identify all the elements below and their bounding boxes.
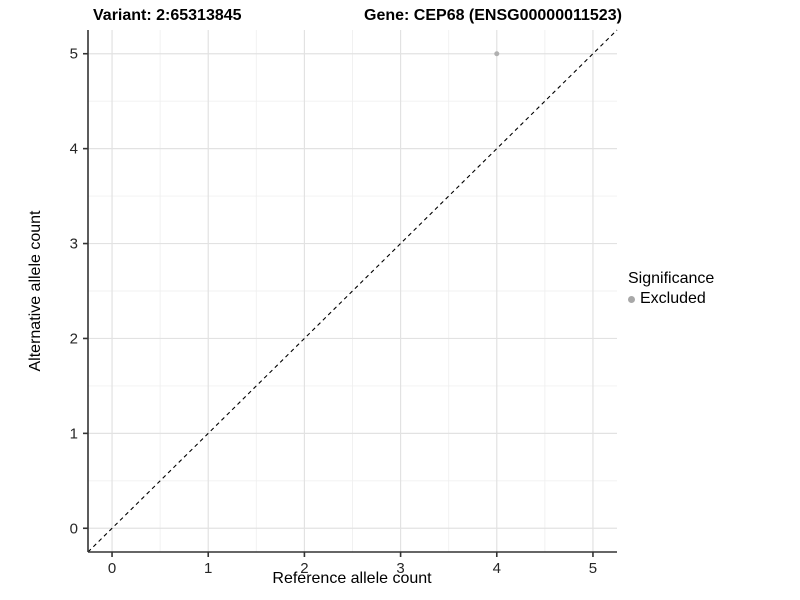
- legend: Significance Excluded: [628, 270, 714, 308]
- gene-title: Gene: CEP68 (ENSG00000011523): [364, 7, 622, 24]
- legend-title: Significance: [628, 270, 715, 287]
- svg-text:3: 3: [396, 560, 404, 577]
- svg-text:4: 4: [70, 141, 78, 158]
- svg-text:0: 0: [108, 560, 116, 577]
- variant-title: Variant: 2:65313845: [93, 7, 242, 24]
- y-axis-title: Alternative allele count: [27, 210, 44, 372]
- svg-text:3: 3: [70, 236, 78, 253]
- svg-text:1: 1: [204, 560, 212, 577]
- svg-text:2: 2: [70, 330, 78, 347]
- svg-text:4: 4: [493, 560, 501, 577]
- svg-text:1: 1: [70, 425, 78, 442]
- svg-text:2: 2: [300, 560, 308, 577]
- x-axis-title: Reference allele count: [272, 570, 432, 587]
- legend-item-label: Excluded: [640, 290, 706, 307]
- svg-text:0: 0: [70, 520, 78, 537]
- svg-text:5: 5: [70, 46, 78, 63]
- legend-item-excluded: Excluded: [628, 290, 714, 308]
- excluded-point-icon: [628, 295, 635, 303]
- svg-text:5: 5: [589, 560, 597, 577]
